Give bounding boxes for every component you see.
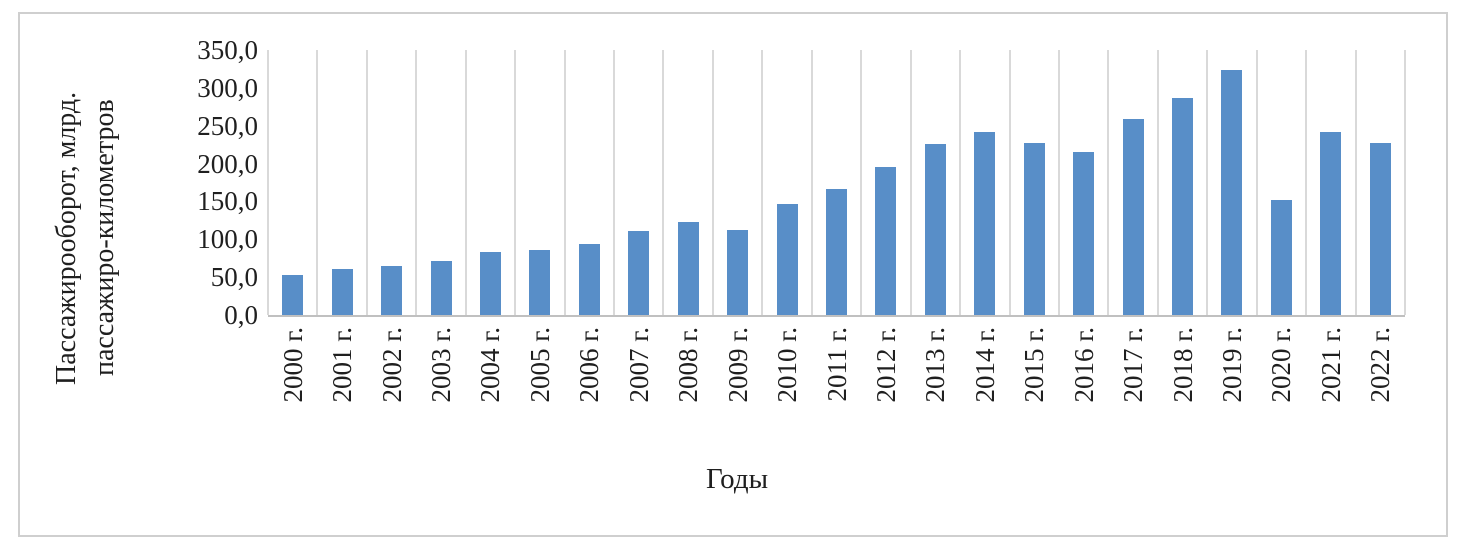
- gridline: [810, 50, 813, 315]
- y-tick-label: 150,0: [197, 186, 258, 217]
- gridline: [1107, 50, 1110, 315]
- x-tick-label: 2007 г.: [623, 327, 654, 403]
- gridline: [514, 50, 517, 315]
- x-tick-label: 2011 г.: [821, 327, 852, 402]
- y-axis-title-line2: пассажиро-километров: [89, 99, 120, 377]
- y-tick-label: 100,0: [197, 224, 258, 255]
- y-tick-label: 0,0: [224, 300, 258, 330]
- y-axis-title-line1: Пассажирооборот, млрд.: [51, 91, 82, 385]
- x-tick-label: 2021 г.: [1315, 327, 1346, 403]
- x-tick-label: 2009 г.: [722, 327, 753, 403]
- x-tick-label: 2015 г.: [1019, 327, 1050, 403]
- bar-2000: [282, 275, 304, 315]
- gridline: [365, 50, 368, 315]
- chart-figure: Пассажирооборот, млрд. пассажиро-километ…: [18, 12, 1448, 537]
- x-tick-label: 2005 г.: [524, 327, 555, 403]
- x-tick-label: 2006 г.: [574, 327, 605, 403]
- gridline: [267, 50, 269, 315]
- gridline: [909, 50, 912, 315]
- gridline: [1008, 50, 1011, 315]
- y-tick-label: 200,0: [197, 148, 258, 179]
- x-tick-label: 2003 г.: [426, 327, 457, 403]
- bar-2022: [1369, 143, 1391, 315]
- gridline: [711, 50, 714, 315]
- bar-2005: [529, 250, 551, 315]
- x-axis-title: Годы: [705, 463, 769, 495]
- bar-2020: [1270, 200, 1292, 315]
- x-tick-label: 2019 г.: [1216, 327, 1247, 403]
- x-tick-label: 2017 г.: [1118, 327, 1149, 403]
- bar-2009: [727, 230, 749, 315]
- gridline: [563, 50, 566, 315]
- x-tick-label: 2002 г.: [376, 327, 407, 403]
- bar-2006: [578, 244, 600, 315]
- x-tick-label: 2020 г.: [1266, 327, 1297, 403]
- bar-2004: [479, 252, 501, 315]
- bar-2003: [430, 261, 452, 315]
- gridline: [1255, 50, 1258, 315]
- y-axis-title: Пассажирооборот, млрд. пассажиро-километ…: [48, 52, 124, 424]
- bar-2013: [924, 144, 946, 315]
- bar-2002: [381, 266, 403, 315]
- bar-2008: [677, 222, 699, 315]
- x-tick-label: 2012 г.: [870, 327, 901, 403]
- gridline: [1354, 50, 1357, 315]
- x-tick-label: 2004 г.: [475, 327, 506, 403]
- x-tick-label: 2010 г.: [772, 327, 803, 403]
- gridline: [662, 50, 665, 315]
- x-tick-label: 2014 г.: [969, 327, 1000, 403]
- bar-2010: [776, 204, 798, 315]
- gridline: [415, 50, 418, 315]
- bar-2014: [974, 132, 996, 315]
- x-tick-label: 2016 г.: [1068, 327, 1099, 403]
- bar-2001: [331, 269, 353, 315]
- x-tick-label: 2000 г.: [277, 327, 308, 403]
- bar-2007: [628, 231, 650, 315]
- x-tick-label: 2022 г.: [1365, 327, 1396, 403]
- gridline: [959, 50, 962, 315]
- bar-2012: [875, 167, 897, 315]
- bar-2018: [1172, 98, 1194, 315]
- bar-2019: [1221, 70, 1243, 315]
- plot-area: [267, 50, 1406, 317]
- bar-2016: [1073, 152, 1095, 315]
- gridline: [761, 50, 764, 315]
- bar-2017: [1122, 119, 1144, 315]
- bar-2015: [1023, 143, 1045, 315]
- gridline: [613, 50, 616, 315]
- x-tick-label: 2018 г.: [1167, 327, 1198, 403]
- gridline: [1156, 50, 1159, 315]
- x-tick-label: 2001 г.: [327, 327, 358, 403]
- gridline: [1305, 50, 1308, 315]
- gridline: [316, 50, 319, 315]
- bar-2011: [826, 189, 847, 315]
- y-tick-label: 50,0: [210, 262, 258, 293]
- gridline: [464, 50, 467, 315]
- gridline: [1057, 50, 1060, 315]
- bar-2021: [1320, 132, 1342, 315]
- gridline: [1404, 50, 1406, 315]
- gridline: [1206, 50, 1209, 315]
- x-tick-label: 2013 г.: [920, 327, 951, 403]
- y-tick-label: 250,0: [197, 110, 258, 141]
- gridline: [860, 50, 863, 315]
- x-tick-label: 2008 г.: [673, 327, 704, 403]
- y-tick-label: 350,0: [197, 35, 258, 65]
- y-tick-label: 300,0: [197, 72, 258, 103]
